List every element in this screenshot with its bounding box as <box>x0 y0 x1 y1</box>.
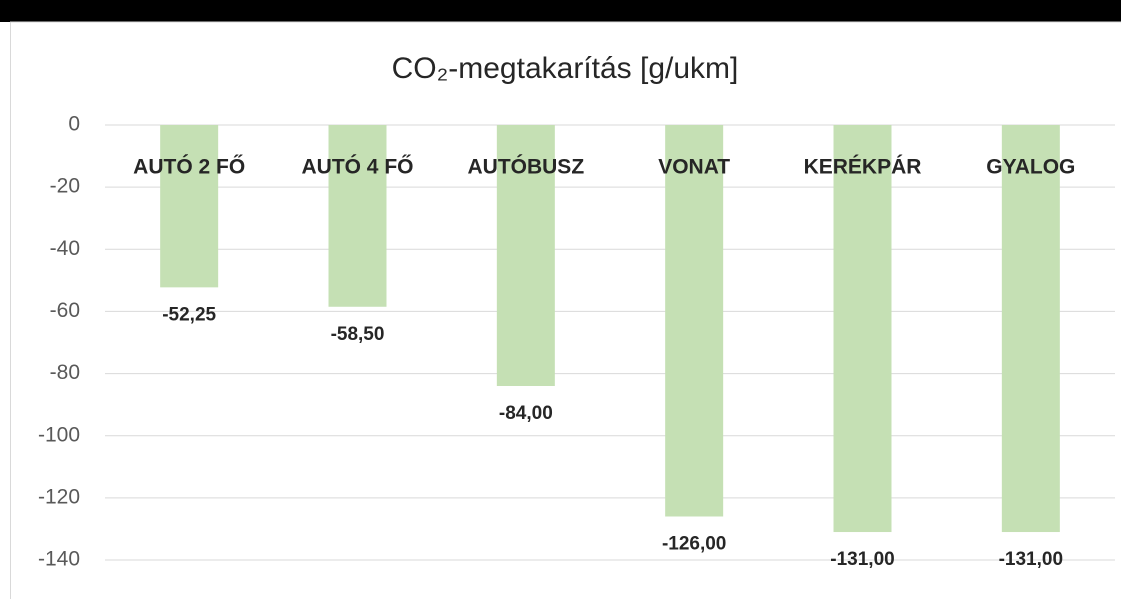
y-tick-label: -20 <box>50 175 80 198</box>
y-tick-label: -40 <box>50 237 80 260</box>
bar <box>496 125 555 386</box>
y-tick-label: -60 <box>50 299 80 322</box>
value-label: -58,50 <box>331 324 385 345</box>
y-tick-label: -140 <box>38 548 80 571</box>
value-label: -131,00 <box>999 549 1063 570</box>
x-tick-label: AUTÓ 4 FŐ <box>301 155 413 179</box>
x-tick-label: KERÉKPÁR <box>804 156 922 179</box>
value-label: -84,00 <box>499 403 553 424</box>
bar <box>328 125 387 307</box>
chart-border <box>10 21 1121 599</box>
x-tick-label: AUTÓBUSZ <box>467 155 584 179</box>
chart-title: CO₂-megtakarítás [g/ukm] <box>392 52 739 85</box>
value-label: -52,25 <box>162 304 216 325</box>
bar <box>160 125 219 288</box>
y-tick-label: -80 <box>50 361 80 384</box>
x-tick-label: GYALOG <box>986 156 1075 179</box>
top-bar <box>0 0 1121 22</box>
x-tick-label: AUTÓ 2 FŐ <box>133 155 245 179</box>
bar <box>833 125 892 533</box>
y-tick-label: 0 <box>68 113 80 136</box>
value-label: -126,00 <box>662 534 726 555</box>
bar <box>665 125 724 517</box>
y-tick-label: -100 <box>38 423 80 446</box>
value-label: -131,00 <box>830 549 894 570</box>
bar <box>1001 125 1060 533</box>
y-tick-label: -120 <box>38 485 80 508</box>
x-tick-label: VONAT <box>658 156 730 179</box>
